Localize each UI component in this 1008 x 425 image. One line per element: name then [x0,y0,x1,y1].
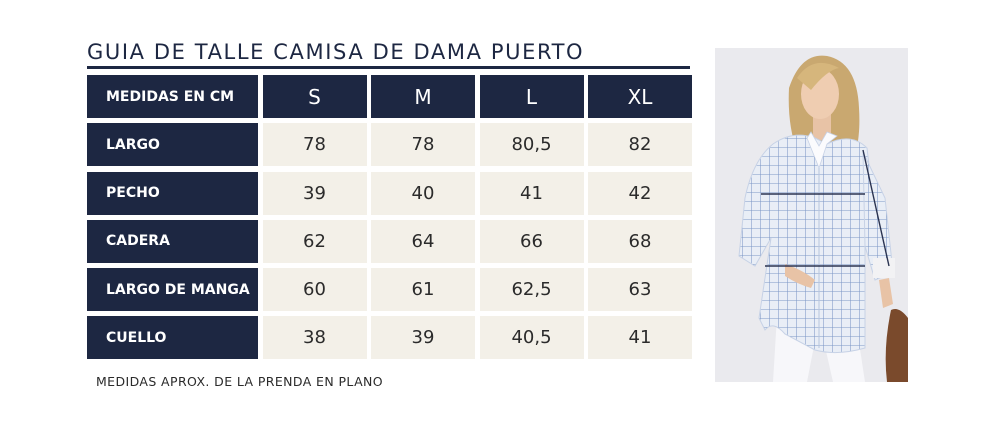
row-label-largo: LARGO [87,123,258,167]
model-photo [715,48,908,382]
table-cell: 41 [479,171,584,215]
table-cell: 39 [371,316,475,360]
table-cell: 64 [371,219,475,263]
table-cell: 78 [262,123,367,167]
table-cell: 62 [262,219,367,263]
title-underline [87,66,690,69]
table-cell: 78 [371,123,475,167]
row-label-cadera: CADERA [87,219,258,263]
table-cell: 39 [262,171,367,215]
row-label-pecho: PECHO [87,171,258,215]
header-size-l: L [479,75,584,118]
table-cell: 68 [588,219,692,263]
table-cell: 42 [588,171,692,215]
table-cell: 66 [479,219,584,263]
table-cell: 63 [588,268,692,312]
header-size-s: S [262,75,367,118]
table-cell: 40,5 [479,316,584,360]
row-label-largo-de-manga: LARGO DE MANGA [87,268,258,312]
table-cell: 41 [588,316,692,360]
table-cell: 40 [371,171,475,215]
measurement-note: MEDIDAS APROX. DE LA PRENDA EN PLANO [96,374,384,389]
table-cell: 62,5 [479,268,584,312]
page-title: GUIA DE TALLE CAMISA DE DAMA PUERTO [87,40,585,64]
table-cell: 38 [262,316,367,360]
header-size-m: M [371,75,475,118]
table-cell: 61 [371,268,475,312]
table-cell: 60 [262,268,367,312]
table-cell: 80,5 [479,123,584,167]
size-table: MEDIDAS EN CM S M L XL LARGO 78 78 80,5 … [87,75,692,360]
table-cell: 82 [588,123,692,167]
header-size-xl: XL [588,75,692,118]
header-corner: MEDIDAS EN CM [87,75,258,118]
row-label-cuello: CUELLO [87,316,258,360]
